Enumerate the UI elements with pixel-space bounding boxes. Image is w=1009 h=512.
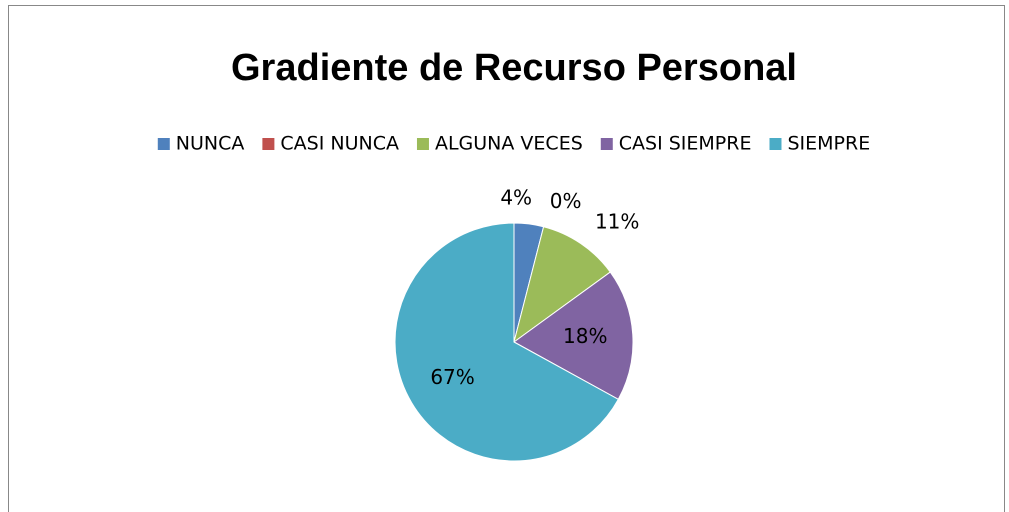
- legend-swatch: [769, 138, 782, 150]
- pie-slice: [513, 226, 611, 344]
- legend-swatch: [600, 138, 613, 150]
- legend-label: CASI NUNCA: [280, 133, 399, 155]
- data-label: 18%: [563, 324, 607, 348]
- pie-slice: [394, 222, 619, 462]
- chart-title: Gradiente de Recurso Personal: [231, 47, 797, 89]
- legend-swatch: [157, 138, 170, 150]
- legend-label: CASI SIEMPRE: [619, 133, 752, 155]
- data-label: 4%: [500, 186, 532, 210]
- legend-label: SIEMPRE: [787, 133, 870, 155]
- legend-swatch: [262, 138, 275, 150]
- legend-label: NUNCA: [176, 133, 245, 155]
- legend-label: ALGUNA VECES: [435, 133, 583, 155]
- legend-swatch: [416, 138, 429, 150]
- data-label: 67%: [430, 365, 474, 389]
- data-label: 11%: [595, 209, 639, 233]
- pie-slice: [513, 271, 634, 401]
- data-label: 0%: [550, 189, 582, 213]
